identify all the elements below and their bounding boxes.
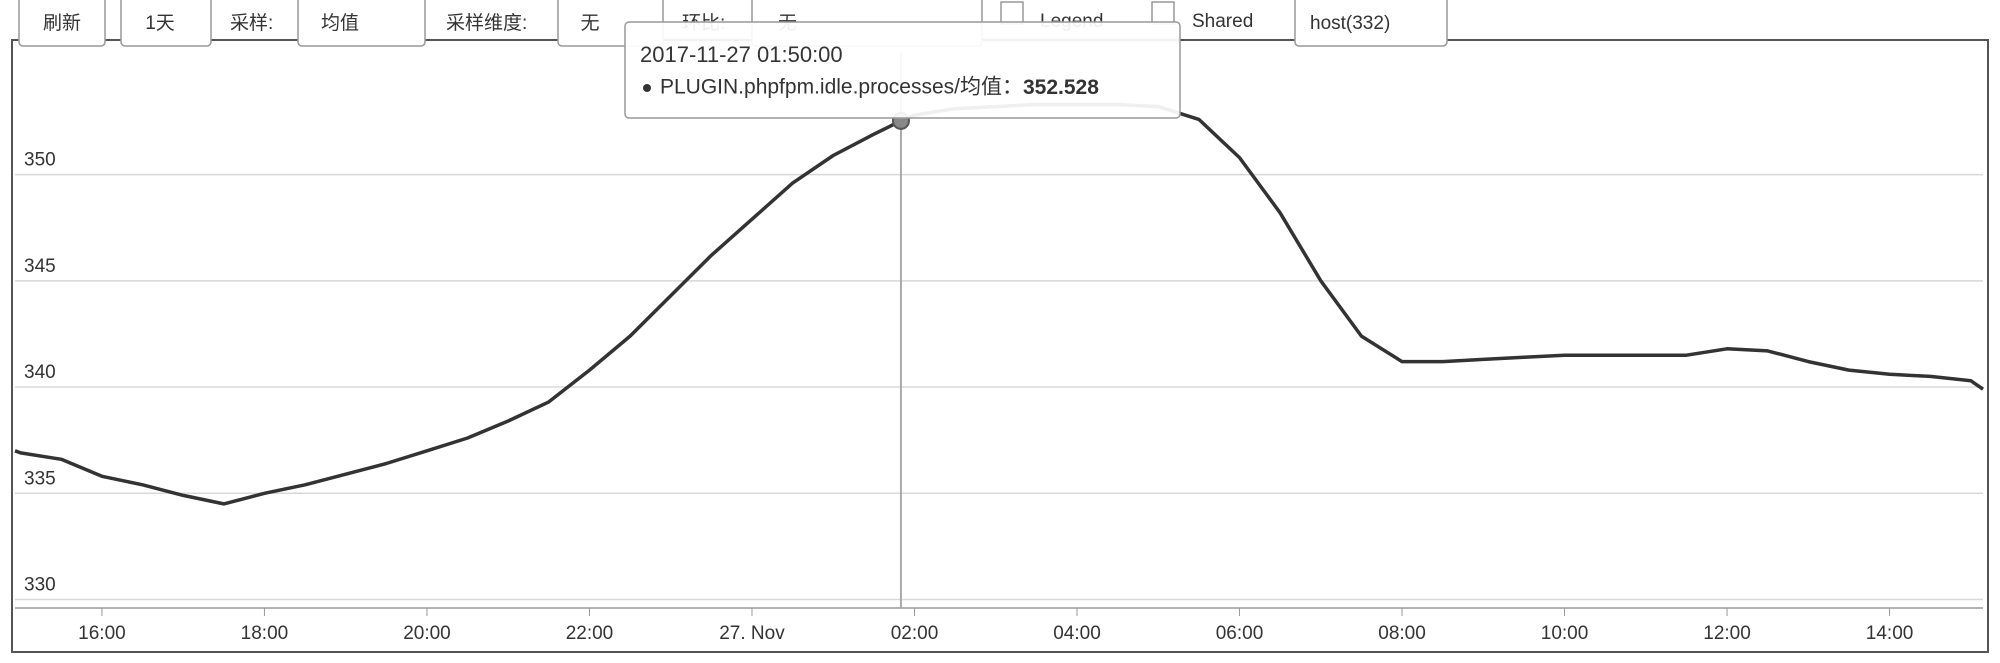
line-series xyxy=(14,102,1985,506)
tooltip-label: PLUGIN.phpfpm.idle.processes/均值：352.528 xyxy=(660,76,1099,99)
x-tick-label: 12:00 xyxy=(1703,623,1751,644)
x-tick-label: 06:00 xyxy=(1216,623,1264,644)
plot: 330 335 340 345 350 16:00 18:00 20:00 22:00 27. N… xyxy=(14,52,1985,644)
x-tick-label: 10:00 xyxy=(1541,623,1589,644)
x-tick-label: 02:00 xyxy=(891,623,939,644)
host-text: host(332) xyxy=(1310,13,1390,34)
x-tick-label: 27. Nov xyxy=(719,623,785,644)
sample-label: 采样: xyxy=(230,12,273,34)
legend-checkbox[interactable] xyxy=(1000,1,1024,25)
shared-text: Shared xyxy=(1192,11,1253,32)
x-tick-label: 14:00 xyxy=(1866,623,1914,644)
x-tick-label: 20:00 xyxy=(403,623,451,644)
tooltip-title: 2017-11-27 01:50:00 xyxy=(640,42,843,67)
tooltip-value: 352.528 xyxy=(1023,76,1099,99)
x-tick-label: 16:00 xyxy=(78,623,126,644)
y-tick-label: 340 xyxy=(24,362,56,383)
range-text: 1天 xyxy=(145,13,175,34)
dimension-text: 无 xyxy=(580,13,599,34)
refresh-text: 刷新 xyxy=(43,12,81,34)
y-tick-label: 330 xyxy=(24,575,56,596)
tooltip-box xyxy=(624,21,1181,119)
chart-frame xyxy=(11,39,1989,653)
shared-checkbox[interactable] xyxy=(1151,1,1175,25)
dimension-label: 采样维度: xyxy=(446,12,527,34)
y-tick-label: 345 xyxy=(24,256,56,277)
x-tick-label: 08:00 xyxy=(1378,623,1426,644)
y-tick-label: 350 xyxy=(24,150,56,171)
refresh-button[interactable] xyxy=(18,0,106,47)
x-tick-label: 04:00 xyxy=(1053,623,1101,644)
x-tick-label: 22:00 xyxy=(566,623,614,644)
sample-select[interactable] xyxy=(297,0,426,47)
y-tick-label: 335 xyxy=(24,468,56,489)
tooltip: 2017-11-27 01:50:00 PLUGIN.phpfpm.idle.p… xyxy=(624,21,1181,119)
x-tick-label: 18:00 xyxy=(241,623,289,644)
tooltip-bullet xyxy=(643,84,651,92)
sample-text: 均值 xyxy=(321,12,359,34)
host-select[interactable] xyxy=(1294,0,1448,47)
range-select[interactable] xyxy=(120,0,212,47)
toolbar: 刷新 1天 采样: 均值 采样维度: 无 环比: 无 Legend Shared… xyxy=(18,0,1448,47)
